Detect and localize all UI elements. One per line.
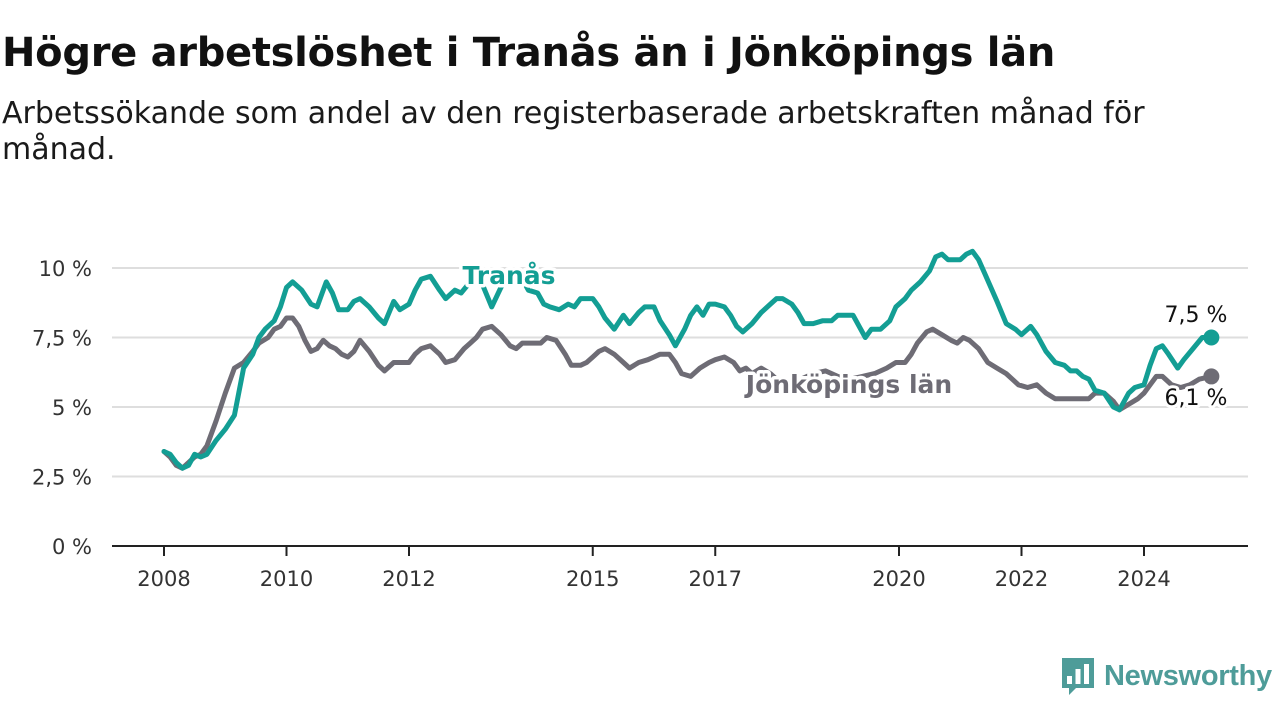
y-tick-label: 0 % bbox=[52, 535, 92, 559]
page-subtitle: Arbetssökande som andel av den registerb… bbox=[2, 96, 1145, 167]
series-end-dot-jonkoping bbox=[1203, 368, 1220, 385]
x-tick-label: 2020 bbox=[872, 567, 925, 591]
series-line-jonkoping bbox=[161, 315, 1214, 471]
x-tick-label: 2022 bbox=[995, 567, 1048, 591]
x-tick-label: 2012 bbox=[382, 567, 435, 591]
x-tick-label: 2010 bbox=[260, 567, 313, 591]
series-line-tranas bbox=[161, 248, 1214, 471]
chart-series bbox=[161, 248, 1220, 471]
series-label-jonkoping: Jönköpings län bbox=[744, 370, 952, 399]
y-tick-label: 10 % bbox=[39, 257, 92, 281]
series-end-dot-tranas bbox=[1203, 329, 1220, 346]
brand-name: Newsworthy bbox=[1104, 659, 1272, 692]
series-label-tranas: Tranås bbox=[462, 261, 555, 290]
chart-labels: Tranås Jönköpings län 7,5 % 6,1 % bbox=[459, 258, 1230, 415]
newsworthy-logo-icon bbox=[1062, 658, 1094, 695]
end-value-label-tranas: 7,5 % bbox=[1165, 303, 1228, 328]
y-axis-ticks: 0 % 2,5 % 5 % 7,5 % 10 % bbox=[32, 257, 92, 559]
end-value-label-jonkoping: 6,1 % bbox=[1165, 386, 1228, 411]
y-tick-label: 2,5 % bbox=[32, 466, 92, 490]
y-tick-label: 7,5 % bbox=[32, 327, 92, 351]
x-tick-label: 2017 bbox=[689, 567, 742, 591]
page-title: Högre arbetslöshet i Tranås än i Jönköpi… bbox=[2, 30, 1056, 76]
x-tick-label: 2008 bbox=[137, 567, 190, 591]
x-tick-label: 2015 bbox=[566, 567, 619, 591]
x-tick-label: 2024 bbox=[1117, 567, 1170, 591]
brand-logo: Newsworthy bbox=[1060, 656, 1272, 696]
x-axis: 2008 2010 2012 2015 2017 2020 2022 2024 bbox=[112, 545, 1248, 591]
y-tick-label: 5 % bbox=[52, 396, 92, 420]
